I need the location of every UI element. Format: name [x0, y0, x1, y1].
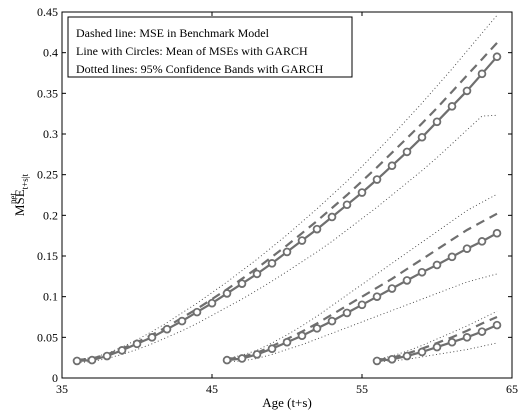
- mean-marker: [147, 333, 157, 342]
- mean-marker: [402, 147, 412, 157]
- y-tick-label: 0.4: [43, 46, 58, 60]
- y-tick-label: 0.05: [37, 330, 58, 344]
- plot-frame: [61, 11, 513, 379]
- mean-marker: [372, 356, 382, 366]
- y-tick-label: 0.1: [43, 290, 58, 304]
- mean-marker: [372, 175, 382, 184]
- mean-marker: [357, 188, 367, 197]
- curve-group-1: [72, 15, 502, 366]
- mean-marker: [462, 86, 472, 96]
- legend-entry-mean: Line with Circles: Mean of MSEs with GAR…: [76, 44, 308, 58]
- y-axis-label-sub: t+s|t: [20, 173, 30, 189]
- mean-marker: [162, 324, 172, 334]
- mean-marker: [327, 212, 337, 222]
- mean-marker: [372, 292, 382, 301]
- y-tick-label: 0.25: [37, 168, 58, 182]
- mean-marker: [402, 351, 412, 361]
- legend-entry-benchmark: Dashed line: MSE in Benchmark Model: [76, 26, 270, 40]
- y-tick-label: 0.3: [43, 127, 58, 141]
- mean-marker: [252, 350, 262, 359]
- mean-marker: [252, 269, 262, 279]
- mean-marker: [312, 224, 322, 234]
- mean-marker: [87, 355, 97, 365]
- mean-marker: [222, 355, 232, 365]
- mean-marker: [342, 200, 352, 210]
- y-tick-label: 0.2: [43, 208, 58, 222]
- curve-group-2: [222, 193, 502, 365]
- mean-marker: [432, 342, 442, 352]
- mean-marker: [477, 237, 487, 246]
- mean-marker: [477, 327, 487, 336]
- mean-marker: [447, 337, 457, 347]
- series-layer: [72, 15, 502, 366]
- mean-marker: [462, 244, 472, 253]
- mean-marker: [492, 228, 502, 238]
- mean-marker: [492, 320, 502, 330]
- mean-marker: [342, 308, 352, 318]
- mean-marker: [417, 267, 427, 277]
- mean-marker: [297, 236, 307, 245]
- mean-marker: [462, 333, 472, 342]
- mean-marker: [402, 276, 412, 285]
- mean-marker: [432, 260, 442, 270]
- y-axis-label: MSEt+s|tnet: [8, 173, 30, 216]
- legend-box: Dashed line: MSE in Benchmark Model Line…: [67, 16, 353, 78]
- mean-marker: [267, 259, 277, 268]
- mean-marker: [72, 356, 82, 366]
- mean-marker: [477, 69, 487, 79]
- y-tick-label: 0: [52, 371, 58, 385]
- upper-band-line: [376, 310, 498, 360]
- x-tick-label: 45: [206, 382, 218, 396]
- mean-garch-line: [76, 55, 498, 362]
- mean-marker: [132, 339, 142, 349]
- mean-marker: [387, 354, 397, 364]
- mean-marker: [327, 316, 337, 326]
- mean-marker: [237, 354, 247, 363]
- mean-marker: [492, 52, 502, 62]
- y-tick-label: 0.15: [37, 249, 58, 263]
- mean-marker: [237, 279, 247, 288]
- x-tick-label: 65: [506, 382, 518, 396]
- mean-marker: [177, 316, 187, 326]
- benchmark-dashed-line: [76, 42, 498, 362]
- mean-marker: [312, 324, 322, 333]
- lower-band-line: [226, 273, 498, 363]
- mean-marker: [207, 298, 217, 308]
- mean-marker: [387, 284, 397, 293]
- svg-text:MSEt+s|tnet: MSEt+s|tnet: [8, 173, 30, 216]
- legend-frame: [67, 16, 353, 78]
- x-tick-label: 35: [56, 382, 68, 396]
- mean-marker: [282, 337, 292, 347]
- mean-marker: [102, 351, 112, 361]
- y-tick-label: 0.45: [37, 5, 58, 19]
- mean-marker: [357, 300, 367, 310]
- benchmark-dashed-line: [226, 212, 498, 361]
- y-axis-label-sup: net: [8, 192, 18, 203]
- mean-marker: [417, 347, 427, 357]
- mean-marker: [387, 161, 397, 171]
- lower-band-line: [76, 114, 498, 363]
- legend-entry-bands: Dotted lines: 95% Confidence Bands with …: [76, 62, 324, 76]
- x-axis-label: Age (t+s): [262, 395, 312, 410]
- mean-marker: [117, 346, 127, 355]
- y-axis-label-base: MSE: [12, 189, 27, 216]
- mean-marker: [222, 289, 232, 298]
- mean-marker: [297, 331, 307, 341]
- mean-marker: [432, 117, 442, 127]
- curve-group-3: [372, 310, 502, 366]
- x-tick-label: 55: [356, 382, 368, 396]
- mean-marker: [267, 344, 277, 354]
- mean-marker: [282, 247, 292, 257]
- mean-marker: [417, 132, 427, 142]
- mean-marker: [447, 252, 457, 262]
- y-tick-label: 0.35: [37, 86, 58, 100]
- mean-marker: [447, 102, 457, 111]
- mean-marker: [192, 307, 202, 317]
